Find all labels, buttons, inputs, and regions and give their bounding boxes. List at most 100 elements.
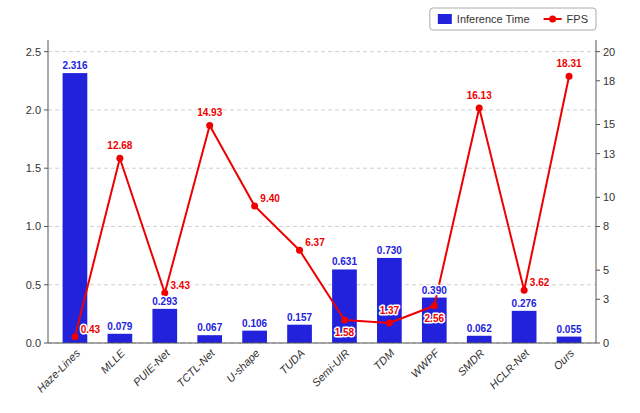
marker bbox=[116, 155, 123, 162]
y-tick bbox=[44, 168, 48, 169]
legend-label: FPS bbox=[567, 13, 588, 25]
x-axis-line bbox=[48, 343, 596, 344]
y2-tick-label: 0 bbox=[603, 337, 609, 349]
x-tick-label: WWPF bbox=[408, 346, 442, 380]
x-tick-label: PUIE-Net bbox=[131, 346, 173, 388]
data-label: 3.62 bbox=[530, 277, 550, 288]
legend: Inference Time FPS bbox=[430, 8, 596, 30]
y2-tick-label: 18 bbox=[603, 75, 615, 87]
marker bbox=[71, 333, 78, 340]
background bbox=[0, 0, 640, 413]
bar bbox=[108, 334, 133, 343]
data-labels: 2.3160.0790.2930.0670.1060.1570.6310.730… bbox=[62, 58, 582, 339]
bar bbox=[512, 311, 537, 343]
grid-line bbox=[48, 51, 596, 52]
y2-tick-label: 10 bbox=[603, 191, 615, 203]
y2-tick bbox=[596, 153, 600, 154]
data-label: 0.106 bbox=[242, 318, 267, 329]
marker bbox=[521, 287, 528, 294]
y2-tick bbox=[596, 197, 600, 198]
y2-tick bbox=[596, 299, 600, 300]
x-tick-label: HCLR-Net bbox=[487, 346, 532, 391]
data-label: 0.730 bbox=[377, 245, 402, 256]
bar bbox=[287, 325, 312, 343]
legend-item: FPS bbox=[544, 13, 588, 25]
legend-frame bbox=[430, 8, 596, 30]
y2-tick-label: 13 bbox=[603, 148, 615, 160]
legend-swatch bbox=[438, 14, 452, 24]
y-tick bbox=[44, 343, 48, 344]
marker bbox=[476, 105, 483, 112]
y-tick bbox=[44, 284, 48, 285]
y2-tick bbox=[596, 226, 600, 227]
data-label: 12.68 bbox=[107, 140, 132, 151]
bar bbox=[242, 331, 267, 343]
data-label: 2.316 bbox=[62, 60, 87, 71]
bar bbox=[377, 258, 402, 343]
x-tick-label: TDM bbox=[371, 346, 397, 372]
y2-tick-label: 20 bbox=[603, 46, 615, 58]
y2-tick bbox=[596, 270, 600, 271]
data-label: 6.37 bbox=[305, 237, 325, 248]
bar bbox=[152, 309, 177, 343]
bar-series bbox=[63, 73, 582, 343]
marker bbox=[431, 302, 438, 309]
data-label: 1.58 bbox=[335, 327, 355, 338]
marker bbox=[251, 203, 258, 210]
legend-marker bbox=[549, 16, 556, 23]
y2-axis-line bbox=[596, 40, 597, 343]
bar bbox=[197, 335, 222, 343]
y-tick bbox=[44, 109, 48, 110]
y2-tick bbox=[596, 124, 600, 125]
data-label: 16.13 bbox=[467, 90, 492, 101]
bar bbox=[467, 336, 492, 343]
data-label: 0.157 bbox=[287, 312, 312, 323]
x-tick-label: U-shape bbox=[224, 347, 262, 385]
y2-tick bbox=[596, 80, 600, 81]
line bbox=[75, 76, 569, 336]
grid-line bbox=[48, 109, 596, 110]
y-tick-label: 2.0 bbox=[26, 104, 41, 116]
y-tick bbox=[44, 51, 48, 52]
y-tick-label: 0.0 bbox=[26, 337, 41, 349]
y-tick-label: 1.0 bbox=[26, 220, 41, 232]
x-tick-label: SMDR bbox=[455, 347, 486, 378]
y-axis-line bbox=[48, 40, 49, 343]
data-label: 0.631 bbox=[332, 256, 357, 267]
y-tick bbox=[44, 226, 48, 227]
data-label: 1.37 bbox=[380, 305, 400, 316]
x-tick-label: TCTL-Net bbox=[174, 346, 217, 389]
data-label: 9.40 bbox=[260, 193, 280, 204]
legend-item: Inference Time bbox=[438, 13, 530, 25]
marker bbox=[566, 73, 573, 80]
plot-area bbox=[63, 73, 582, 343]
data-label: 0.079 bbox=[107, 321, 132, 332]
y2-tick-label: 3 bbox=[603, 293, 609, 305]
line-series bbox=[71, 73, 572, 340]
data-label: 3.43 bbox=[171, 280, 191, 291]
x-tick-label: MLLE bbox=[98, 346, 127, 375]
data-label: 14.93 bbox=[197, 107, 222, 118]
y2-tick bbox=[596, 343, 600, 344]
y-tick-label: 2.5 bbox=[26, 46, 41, 58]
chart: 2.3160.0790.2930.0670.1060.1570.6310.730… bbox=[0, 0, 640, 413]
x-tick-label: Ours bbox=[551, 346, 577, 372]
data-label: 0.390 bbox=[422, 285, 447, 296]
y2-tick-label: 15 bbox=[603, 118, 615, 130]
x-tick-label: Haze-Lines bbox=[34, 346, 82, 394]
grid-line bbox=[48, 226, 596, 227]
marker bbox=[341, 316, 348, 323]
axes: 0.00.51.01.52.02.503581013151820Haze-Lin… bbox=[26, 40, 616, 395]
data-label: 0.276 bbox=[512, 298, 537, 309]
grid bbox=[48, 52, 596, 343]
data-label: 0.062 bbox=[467, 323, 492, 334]
data-label: 18.31 bbox=[557, 58, 582, 69]
y2-tick-label: 5 bbox=[603, 264, 609, 276]
marker bbox=[296, 247, 303, 254]
data-label: 0.293 bbox=[152, 296, 177, 307]
y-tick-label: 0.5 bbox=[26, 279, 41, 291]
marker bbox=[206, 122, 213, 129]
bar bbox=[557, 337, 582, 343]
grid-line bbox=[48, 343, 596, 344]
legend-label: Inference Time bbox=[457, 13, 530, 25]
